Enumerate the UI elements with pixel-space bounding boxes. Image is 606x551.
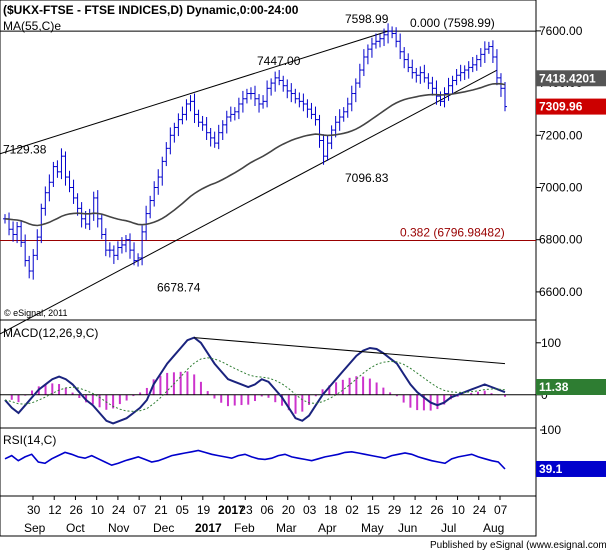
date-tick-label: 18 — [324, 503, 338, 517]
month-label: Feb — [234, 521, 255, 535]
date-tick-label: 20 — [282, 503, 296, 517]
price-tick-label: 6800.00 — [539, 233, 583, 247]
lower-trend-line — [0, 69, 498, 335]
macd-last-badge-bg — [536, 379, 606, 395]
macd-lines — [0, 336, 536, 425]
trend-lines — [0, 30, 498, 335]
price-tick-label: 7200.00 — [539, 128, 583, 142]
rsi-last-badge: 39.1 — [539, 462, 563, 476]
rsi-title: RSI(14,C) — [3, 433, 56, 447]
price-annotation: 0.382 (6796.98482) — [400, 225, 505, 239]
ma-legend: MA(55,C)e — [3, 19, 61, 33]
month-label: Oct — [66, 521, 85, 535]
month-label: Dec — [153, 521, 174, 535]
rsi-tick-label: 100 — [541, 423, 561, 437]
date-tick-label: 07 — [133, 503, 147, 517]
date-tick-label: 06 — [261, 503, 275, 517]
date-tick-label: 26 — [430, 503, 444, 517]
macd-axis: 010011.38 — [536, 336, 606, 402]
rsi-axis: 100 39.1 — [536, 423, 606, 477]
price-axis: 6600.006800.007000.007200.007400.007600.… — [536, 24, 606, 299]
last-price-badge-bg — [536, 98, 606, 115]
price-annotation: 7598.99 — [345, 12, 389, 26]
rsi-lines — [4, 449, 506, 470]
published-label: Published by eSignal (www.esignal.com) — [430, 540, 606, 551]
month-label: Aug — [483, 521, 504, 535]
price-annotation: 7096.83 — [345, 171, 389, 185]
rsi-last-badge-bg — [536, 460, 606, 477]
upper-trend-line — [0, 30, 389, 155]
macd-tick-label: 100 — [541, 336, 561, 350]
date-tick-label: 10 — [452, 503, 466, 517]
date-tick-label: 29 — [388, 503, 402, 517]
macd-trend-line — [194, 337, 506, 365]
price-annotations: 7129.38 7447.00 7598.99 0.000 (7598.99) 7096… — [3, 12, 505, 294]
date-tick-label: 12 — [48, 503, 62, 517]
month-label: Apr — [318, 521, 337, 535]
price-annotation: 7129.38 — [3, 143, 47, 157]
month-label: May — [361, 521, 384, 535]
ma-last-badge-bg — [536, 70, 606, 87]
chart-title: ($UKX-FTSE - FTSE INDICES,D) Dynamic,0:0… — [3, 3, 299, 17]
date-tick-label: 10 — [91, 503, 105, 517]
rsi-line — [4, 449, 506, 470]
moving-average-line — [4, 82, 506, 227]
month-label: Jun — [398, 521, 417, 535]
month-label: Nov — [108, 521, 129, 535]
price-tick-label: 7600.00 — [539, 24, 583, 38]
month-label: Jul — [441, 521, 456, 535]
date-tick-label: 12 — [409, 503, 423, 517]
date-tick-label: 02 — [345, 503, 359, 517]
rsi-panel-frame — [0, 427, 537, 497]
price-annotation: 0.000 (7598.99) — [410, 16, 495, 30]
price-annotation: 6678.74 — [157, 280, 201, 294]
macd-last-badge: 11.38 — [539, 380, 569, 394]
date-tick-label: 07 — [494, 503, 508, 517]
date-tick-label: 24 — [473, 503, 487, 517]
fibonacci-lines — [0, 30, 536, 241]
month-label: 2017 — [195, 521, 222, 535]
ma-55-line — [4, 82, 506, 227]
date-tick-label: 30 — [27, 503, 41, 517]
price-tick-label: 6600.00 — [539, 285, 583, 299]
date-tick-label: 21 — [154, 503, 168, 517]
date-tick-label: 03 — [303, 503, 317, 517]
date-axis-frame — [0, 495, 537, 537]
copyright-label: © eSignal, 2011 — [4, 308, 68, 318]
date-tick-label: 26 — [69, 503, 83, 517]
macd-title: MACD(12,26,9,C) — [3, 326, 98, 340]
date-tick-label: 2017 — [218, 503, 245, 517]
macd-line — [4, 336, 506, 425]
price-annotation: 7447.00 — [257, 54, 301, 68]
month-label: Mar — [276, 521, 297, 535]
price-panel-frame — [0, 0, 537, 321]
date-tick-label: 23 — [239, 503, 253, 517]
last-price-badge: 7309.96 — [539, 100, 583, 114]
date-tick-label: 19 — [197, 503, 211, 517]
date-tick-label: 24 — [112, 503, 126, 517]
macd-panel-frame — [0, 319, 537, 429]
date-tick-label: 15 — [367, 503, 381, 517]
price-tick-label: 7000.00 — [539, 180, 583, 194]
date-tick-label: 05 — [176, 503, 190, 517]
ma-last-badge: 7418.4201 — [539, 71, 596, 85]
month-label: Sep — [24, 521, 46, 535]
